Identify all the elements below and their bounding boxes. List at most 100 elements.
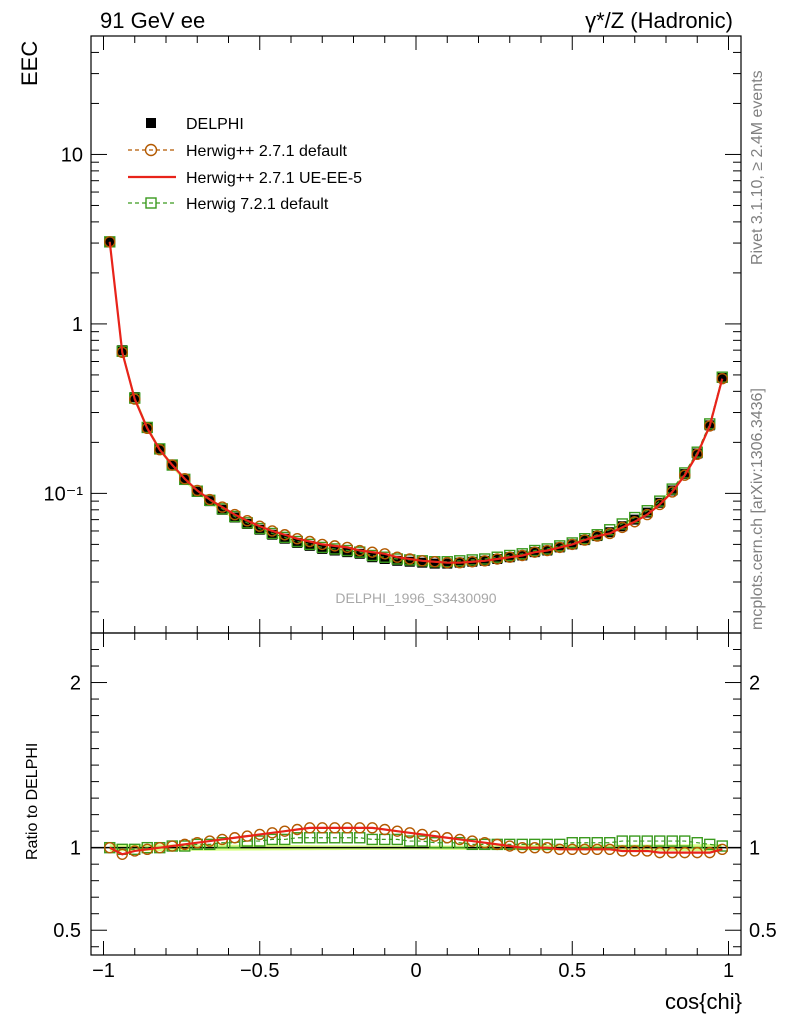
main-y-tick-label: 10 (61, 144, 83, 166)
main-y-tick-label: 1 (72, 314, 83, 336)
herwig7-point (666, 483, 678, 495)
ratio-y-tick-label: 1 (70, 838, 81, 860)
delphi-point (242, 518, 253, 529)
delphi-point (217, 504, 228, 515)
ratio-herwig7-point (216, 837, 228, 849)
ratio-herwig7-point (704, 838, 716, 851)
ratio-herwig7-point (666, 835, 678, 847)
ratio-herwig7-point (529, 838, 541, 851)
x-tick-label: −0.5 (240, 960, 279, 982)
delphi-point (292, 537, 303, 548)
ratio-herwigpp-default-point (116, 848, 128, 860)
ratio-axis-ticks: −1 −0.5 0 0.5 1 0.5 0.5 1 1 2 2 (53, 633, 777, 982)
ratio-herwig7-point (716, 840, 728, 852)
main-y-axis-label: EEC (17, 41, 42, 86)
delphi-point (604, 527, 615, 538)
header-left: 91 GeV ee (100, 8, 205, 33)
legend: DELPHI Herwig++ 2.7.1 default Herwig++ 2… (128, 116, 362, 213)
ratio-herwig7-point (429, 837, 441, 849)
main-y-tick-label: 10⁻¹ (44, 483, 84, 505)
delphi-point (642, 507, 653, 518)
herwigpp-default-point (579, 534, 591, 546)
herwigpp-default-point (191, 484, 203, 497)
herwig7-point (329, 543, 341, 555)
herwigpp-default-point (279, 529, 291, 541)
x-tick-label: −1 (92, 960, 115, 982)
herwigpp-default-point (654, 498, 666, 511)
ratio-series-group (104, 822, 728, 860)
delphi-point (717, 372, 728, 383)
herwigpp-default-point (641, 508, 653, 521)
ratio-herwig7-point (254, 835, 266, 847)
herwigpp-default-point (254, 520, 266, 532)
ratio-herwig7-point (654, 835, 666, 847)
herwigpp-default-point (566, 538, 578, 551)
delphi-point (254, 524, 265, 535)
delphi-point (429, 558, 440, 569)
ratio-herwig7-point (266, 833, 278, 846)
delphi-point (417, 557, 428, 568)
herwigpp-default-point (141, 422, 153, 435)
ratio-herwig7-point (466, 838, 478, 851)
ratio-herwig7-point (291, 832, 303, 844)
delphi-point (204, 496, 215, 507)
x-tick-label: 0 (410, 960, 421, 982)
ratio-herwig7-line (109, 837, 723, 850)
herwigpp-default-point (704, 420, 716, 432)
delphi-point (654, 497, 665, 508)
herwig7-point (291, 535, 303, 548)
herwigpp-default-point (266, 525, 278, 537)
herwigpp-default-point (691, 448, 703, 461)
ratio-y-tick-label-right: 2 (749, 673, 760, 695)
herwig7-point (604, 524, 616, 536)
herwigpp-default-point (129, 393, 141, 405)
herwigpp-default-point (166, 459, 178, 471)
herwig7-point (341, 544, 353, 557)
main-series-group (104, 236, 728, 569)
herwig7-point (379, 551, 391, 563)
delphi-point (267, 529, 278, 540)
header-right: γ*/Z (Hadronic) (585, 8, 733, 33)
ratio-herwig7-point (279, 833, 291, 846)
ratio-herwig7-point (579, 837, 591, 849)
herwigpp-default-point (204, 493, 216, 506)
delphi-point (629, 514, 640, 525)
mcplots-label: mcplots.cern.ch [arXiv:1306.3436] (749, 388, 766, 630)
herwigpp-default-point (629, 516, 641, 528)
ratio-herwigpp-default-point (716, 843, 728, 856)
ratio-herwigpp-default-point (104, 841, 116, 854)
ratio-herwig7-point (604, 837, 616, 849)
x-tick-label: 0.5 (558, 960, 586, 982)
herwigpp-default-point (716, 373, 728, 385)
legend-marker-herwigpp-default (144, 143, 158, 157)
ratio-herwig7-point (416, 835, 428, 847)
herwigpp-default-point (666, 486, 678, 498)
herwigpp-default-point (229, 508, 241, 521)
ratio-herwig7-point (679, 835, 691, 847)
legend-label-herwig7: Herwig 7.2.1 default (186, 196, 329, 213)
herwig7-point (654, 495, 666, 507)
ratio-herwig7-point (566, 837, 578, 849)
analysis-label: DELPHI_1996_S3430090 (335, 590, 496, 606)
herwigpp-default-point (179, 473, 191, 485)
ratio-herwig7-point (516, 838, 528, 851)
legend-label-herwigpp-ueee5: Herwig++ 2.7.1 UE-EE-5 (186, 170, 362, 187)
herwigpp-default-point (554, 541, 566, 554)
ratio-y-axis-label: Ratio to DELPHI (24, 743, 41, 860)
ratio-herwig7-point (204, 838, 216, 851)
herwigpp-default-point (679, 469, 691, 481)
rivet-label: Rivet 3.1.10, ≥ 2.4M events (749, 70, 766, 265)
main-axis-ticks: 10⁻¹ 1 10 (44, 35, 741, 633)
ratio-herwig7-point (541, 838, 553, 851)
herwigpp-ueee5-line (108, 241, 724, 564)
legend-marker-herwig7 (145, 197, 157, 209)
legend-marker-delphi (146, 118, 156, 128)
ratio-herwig7-point (391, 833, 403, 846)
ratio-panel-frame (90, 632, 742, 956)
ratio-herwigpp-ueee5-line (109, 826, 723, 856)
ratio-herwig7-point (366, 833, 378, 846)
delphi-point (192, 486, 203, 497)
herwigpp-default-point (241, 514, 253, 527)
delphi-point (404, 556, 415, 567)
